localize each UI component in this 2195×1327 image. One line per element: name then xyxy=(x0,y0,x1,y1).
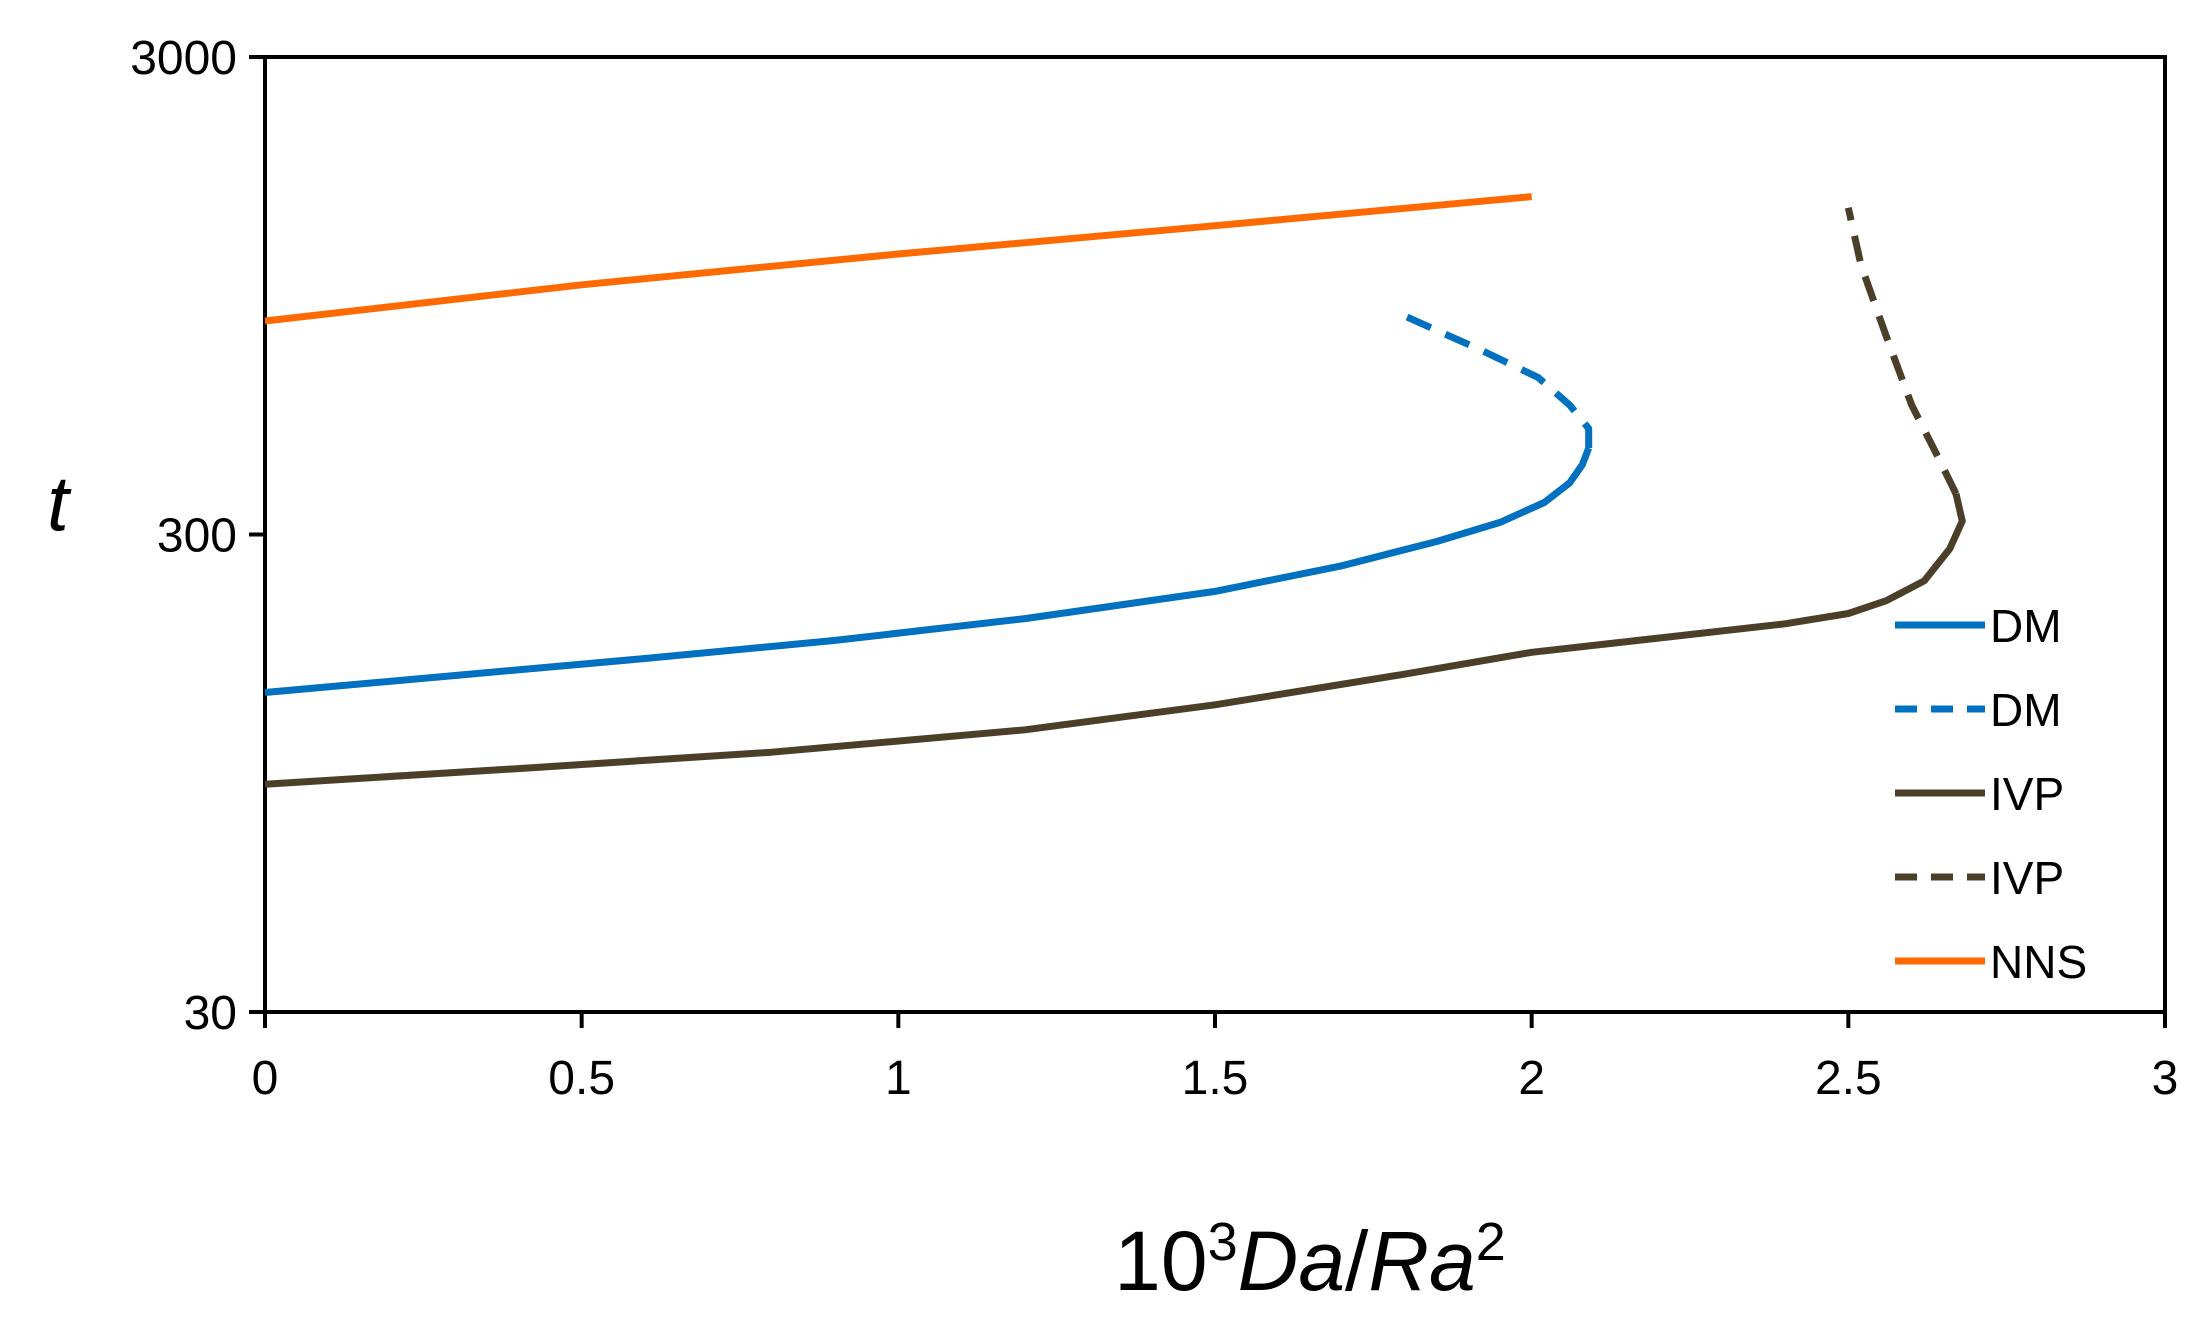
x-axis-title: 103Da/Ra2 xyxy=(1114,1212,1506,1308)
axis-ticks: 0 0.5 1 1.5 2 2.5 3 30 300 3000 xyxy=(130,32,2178,1105)
x-axis-title-base: 10 xyxy=(1114,1214,1207,1308)
x-tick-label-5: 2.5 xyxy=(1815,1052,1882,1105)
x-tick-label-2: 1 xyxy=(885,1052,912,1105)
x-axis-title-sup2: 2 xyxy=(1476,1212,1506,1272)
series-line-0 xyxy=(264,446,1592,696)
x-tick-label-4: 2 xyxy=(1518,1052,1545,1105)
x-axis-title-italic1: Da xyxy=(1238,1214,1345,1308)
legend: DM DM IVP IVP NNS xyxy=(1895,600,2087,988)
legend-label-3: IVP xyxy=(1990,852,2064,904)
legend-label-0: DM xyxy=(1990,600,2062,652)
y-axis-title: t xyxy=(47,459,72,547)
series-line-3 xyxy=(1844,207,1960,496)
series-layer xyxy=(264,193,1966,788)
x-tick-label-3: 1.5 xyxy=(1182,1052,1249,1105)
series-line-4 xyxy=(264,193,1533,325)
legend-label-1: DM xyxy=(1990,684,2062,736)
y-tick-label-2: 3000 xyxy=(130,32,237,85)
series-line-2 xyxy=(264,493,1966,788)
legend-label-2: IVP xyxy=(1990,768,2064,820)
x-tick-label-1: 0.5 xyxy=(548,1052,615,1105)
plot-area xyxy=(263,55,2167,1014)
y-tick-label-0: 30 xyxy=(184,987,237,1040)
x-axis-title-sup1: 3 xyxy=(1208,1212,1238,1272)
x-axis-title-slash: / xyxy=(1345,1214,1369,1308)
x-tick-label-0: 0 xyxy=(252,1052,279,1105)
series-line-1 xyxy=(1403,312,1593,449)
x-axis-title-italic2: Ra xyxy=(1368,1214,1475,1308)
x-tick-label-6: 3 xyxy=(2152,1052,2179,1105)
y-tick-label-1: 300 xyxy=(157,510,237,563)
legend-label-4: NNS xyxy=(1990,936,2087,988)
